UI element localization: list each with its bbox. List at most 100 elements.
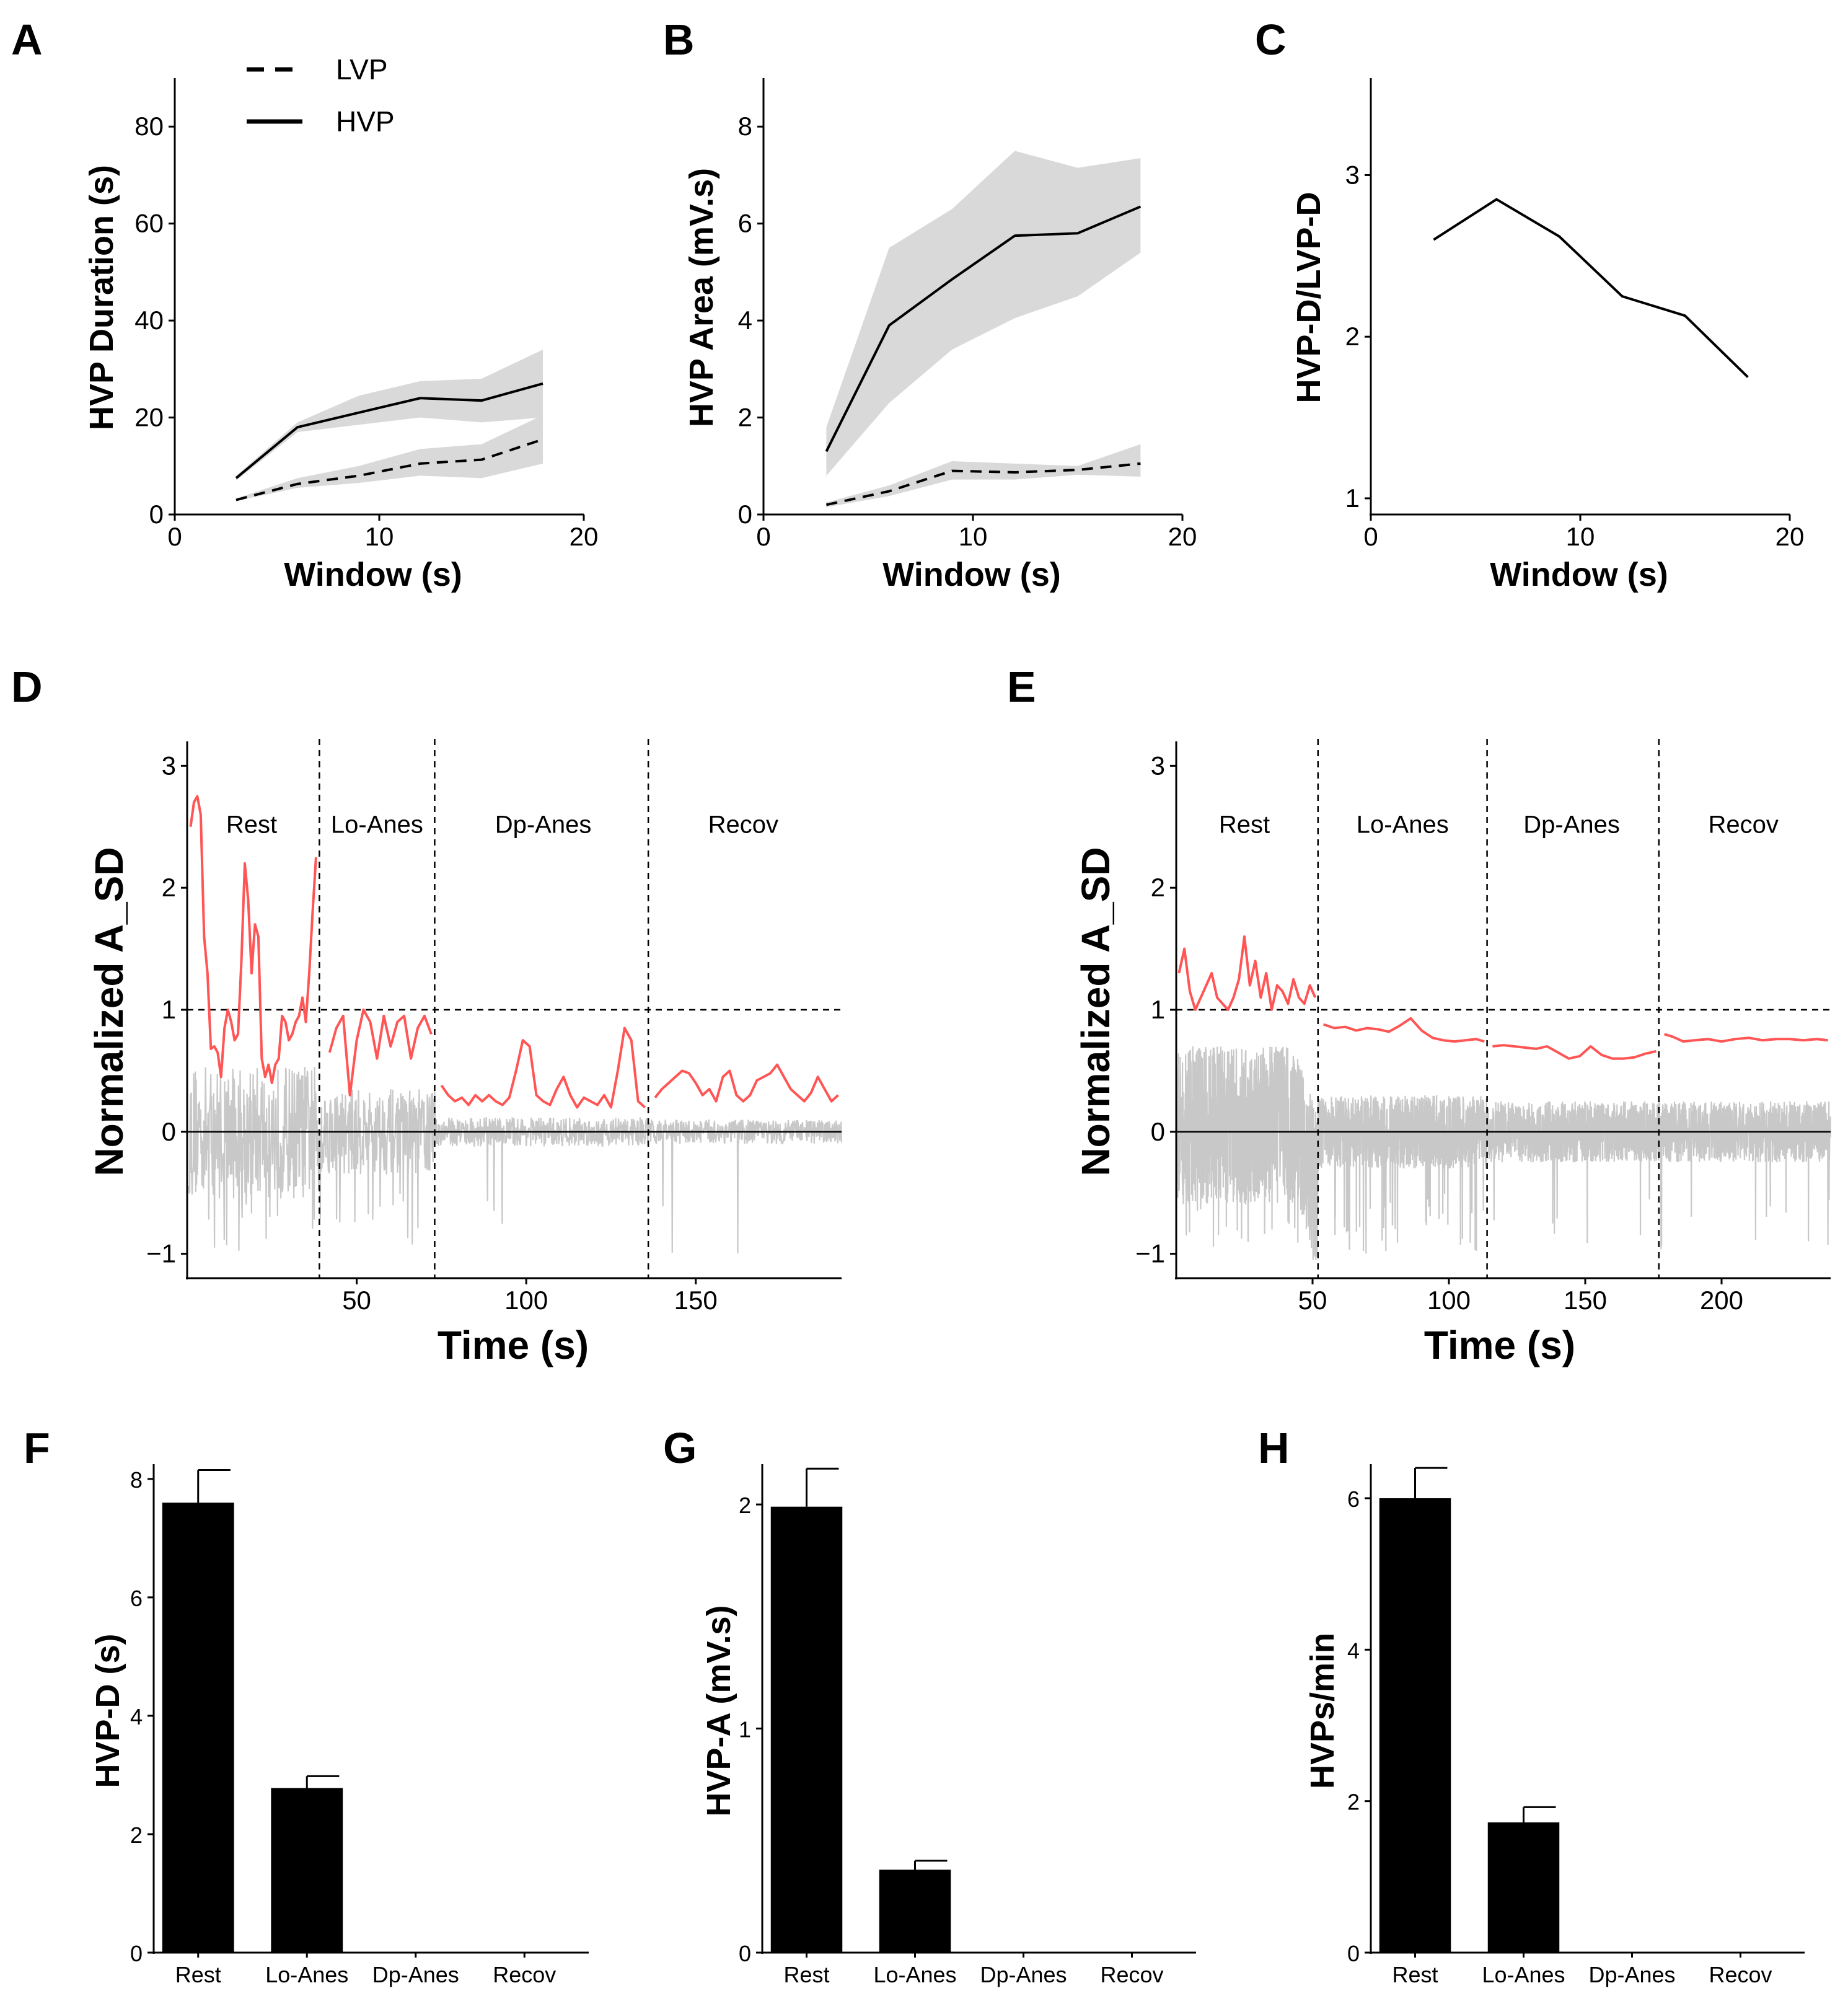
series-line-lvp — [825, 462, 1141, 506]
ci-band-lvp — [826, 444, 1141, 508]
phase-label-lo-anes: Lo-Anes — [1357, 811, 1449, 839]
y-tick-label: 3 — [1345, 160, 1360, 189]
y-tick-label: 2 — [1151, 873, 1165, 902]
a-sd-segment-2 — [328, 1009, 433, 1097]
y-tick-label: 8 — [130, 1467, 143, 1493]
y-tick-label: 2 — [162, 873, 176, 902]
y-tick-label: 6 — [130, 1586, 143, 1611]
panel-letter-f: F — [24, 1424, 50, 1472]
y-tick-label: 1 — [1345, 484, 1360, 513]
y-axis-title-f: HVP-D (s) — [89, 1633, 126, 1788]
category-label-recov: Recov — [1100, 1962, 1163, 1987]
x-tick-label: 100 — [504, 1286, 548, 1315]
category-label-recov: Recov — [1709, 1962, 1772, 1987]
panel-letter-b: B — [663, 15, 695, 64]
y-tick-label: 0 — [149, 500, 164, 529]
y-axis-title-h: HVPs/min — [1304, 1633, 1341, 1789]
y-axis-title-d: Normalized A_SD — [87, 847, 131, 1176]
category-label-dp-anes: Dp-Anes — [1588, 1962, 1675, 1987]
y-tick-label: 1 — [739, 1717, 751, 1742]
y-tick-label: 0 — [738, 500, 752, 529]
y-axis-title-c: HVP-D/LVP-D — [1290, 192, 1327, 403]
y-tick-label: 0 — [130, 1941, 143, 1966]
y-tick-label: 2 — [738, 403, 752, 432]
y-tick-label: −1 — [1135, 1239, 1165, 1268]
category-label-lo-anes: Lo-Anes — [873, 1962, 956, 1987]
y-tick-label: 2 — [1345, 322, 1360, 351]
y-tick-label: 2 — [739, 1493, 751, 1518]
a-sd-segment-4 — [654, 1063, 839, 1103]
category-label-dp-anes: Dp-Anes — [372, 1962, 459, 1987]
category-label-lo-anes: Lo-Anes — [265, 1962, 348, 1987]
ci-band-hvp — [826, 151, 1141, 476]
category-label-dp-anes: Dp-Anes — [980, 1962, 1067, 1987]
phase-label-rest: Rest — [1219, 811, 1270, 839]
x-tick-label: 150 — [674, 1286, 718, 1315]
y-tick-label: 40 — [134, 306, 164, 335]
y-tick-label: 0 — [1151, 1117, 1165, 1146]
panel-h: H Rest Lo-Anes Dp-Anes Recov 0 2 4 6 HVPs/min — [1258, 1424, 1805, 1987]
bar-lo-anes — [1487, 1822, 1560, 1953]
x-tick-label: 10 — [959, 522, 988, 551]
series-line-hvp — [825, 205, 1142, 453]
panel-letter-d: D — [11, 663, 43, 711]
y-tick-label: 6 — [738, 209, 752, 238]
x-tick-label: 20 — [1775, 522, 1805, 551]
y-tick-label: 1 — [162, 995, 176, 1024]
y-tick-label: 0 — [162, 1117, 176, 1146]
y-tick-label: 20 — [134, 403, 164, 432]
panel-letter-h: H — [1258, 1424, 1290, 1472]
panel-f: F Rest Lo-Anes Dp-Anes Recov 0 2 4 6 8 HVP-D (s… — [24, 1424, 589, 1987]
y-tick-label: 60 — [134, 209, 164, 238]
x-tick-label: 0 — [756, 522, 770, 551]
x-tick-label: 50 — [1298, 1286, 1327, 1315]
x-tick-label: 150 — [1564, 1286, 1607, 1315]
panel-b: B 0 2 4 6 8 0 10 20 Window (s) HVP Area (mV.s) — [663, 15, 1197, 593]
panel-c: C 1 2 3 0 10 20 Window (s) HVP-D/LVP-D — [1255, 15, 1804, 593]
x-tick-label: 20 — [1168, 522, 1197, 551]
y-tick-label: 0 — [1347, 1941, 1360, 1966]
y-tick-label: 8 — [738, 112, 752, 141]
y-tick-label: 4 — [738, 306, 752, 335]
panel-letter-e: E — [1007, 663, 1036, 711]
series-line-lvp — [235, 438, 543, 501]
a-sd-segment-4 — [1664, 1033, 1828, 1043]
y-tick-label: 4 — [1347, 1638, 1360, 1663]
phase-label-rest: Rest — [226, 811, 277, 839]
x-axis-title-b: Window (s) — [882, 556, 1060, 593]
category-label-recov: Recov — [493, 1962, 556, 1987]
y-axis-title-e: Normalized A_SD — [1073, 847, 1118, 1176]
y-axis-title-a: HVP Duration (s) — [83, 165, 120, 430]
phase-label-recov: Recov — [1709, 811, 1779, 839]
y-tick-label: 2 — [1347, 1790, 1360, 1815]
legend-label-lvp: LVP — [336, 53, 388, 86]
y-tick-label: 0 — [739, 1941, 751, 1966]
category-label-rest: Rest — [175, 1962, 221, 1987]
panel-letter-a: A — [11, 15, 43, 64]
phase-label-lo-anes: Lo-Anes — [331, 811, 423, 839]
x-tick-label: 100 — [1427, 1286, 1471, 1315]
panel-g: G Rest Lo-Anes Dp-Anes Recov 0 1 2 HVP-A (mV.… — [663, 1424, 1196, 1987]
panel-a: A 0 20 40 60 80 0 10 20 Window (s) HVP Duration… — [11, 15, 598, 593]
x-tick-label: 50 — [342, 1286, 371, 1315]
x-axis-title-c: Window (s) — [1490, 556, 1668, 593]
legend-a: LVP HVP — [247, 53, 395, 138]
bar-rest — [770, 1506, 843, 1953]
y-tick-label: 1 — [1151, 995, 1165, 1024]
raw-signal-trace — [1177, 1046, 1831, 1260]
x-tick-label: 0 — [1363, 522, 1378, 551]
ci-band-hvp — [236, 350, 543, 481]
x-axis-title-a: Window (s) — [284, 556, 462, 593]
x-tick-label: 20 — [570, 522, 599, 551]
panel-letter-g: G — [663, 1424, 697, 1472]
bar-lo-anes — [879, 1870, 951, 1953]
a-sd-segment-3 — [1492, 1044, 1657, 1060]
y-tick-label: 3 — [162, 751, 176, 780]
series-line-hvp — [235, 382, 543, 479]
phase-label-dp-anes: Dp-Anes — [1523, 811, 1620, 839]
y-tick-label: 80 — [134, 112, 164, 141]
panel-d: D Rest Lo-Anes Dp-Anes Recov −1 0 1 2 3 50 100 150… — [11, 663, 842, 1367]
x-axis-title-e: Time (s) — [1424, 1323, 1575, 1367]
category-label-rest: Rest — [783, 1962, 829, 1987]
